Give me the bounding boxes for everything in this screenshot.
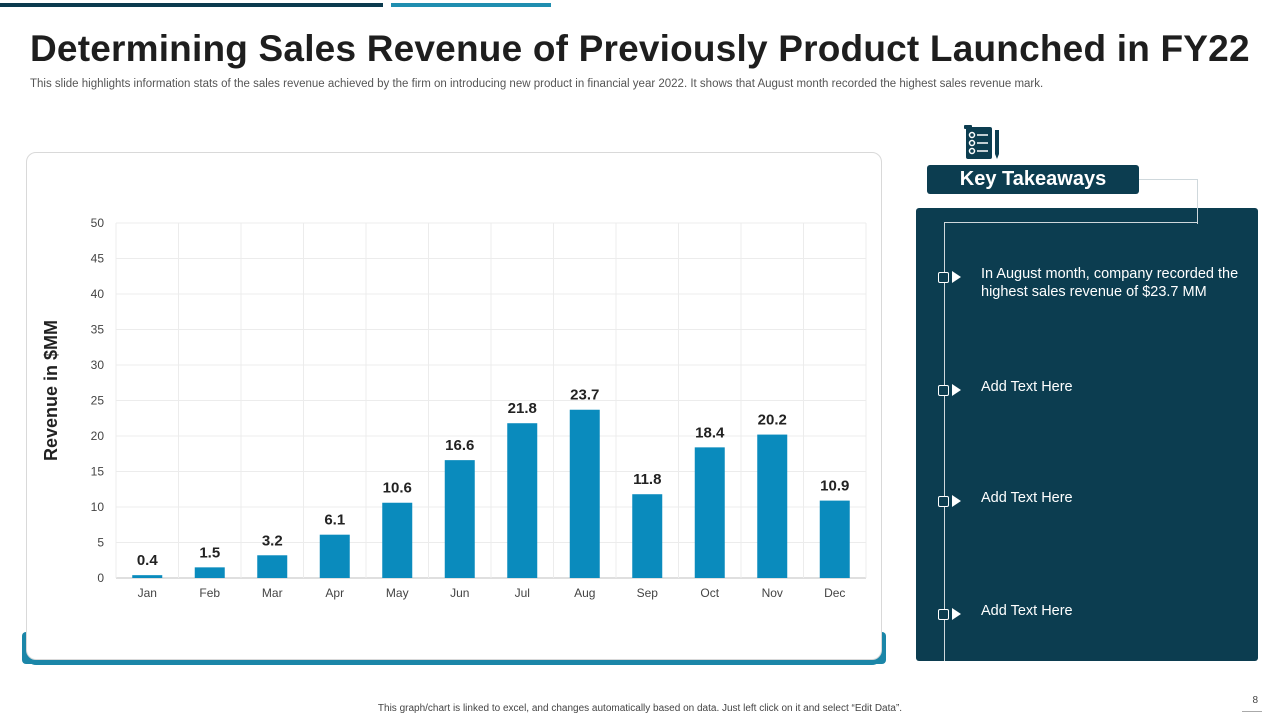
x-tick-label: Sep <box>637 586 659 600</box>
takeaways-timeline-line <box>944 222 945 661</box>
y-tick-label: 50 <box>91 216 105 230</box>
data-label: 10.9 <box>820 478 849 495</box>
y-tick-label: 25 <box>91 394 105 408</box>
y-tick-label: 45 <box>91 252 105 266</box>
bar-dec[interactable] <box>819 500 850 578</box>
x-tick-label: Aug <box>574 586 595 600</box>
data-label: 20.2 <box>758 412 787 429</box>
data-label: 11.8 <box>633 471 661 488</box>
top-accent-bar-dark <box>0 3 383 7</box>
data-label: 18.4 <box>695 424 725 441</box>
bullet-square-icon <box>938 496 949 507</box>
x-tick-label: Jan <box>138 586 157 600</box>
bar-sep[interactable] <box>632 494 663 578</box>
page-number-rule <box>1242 711 1262 712</box>
data-label: 1.5 <box>199 544 220 561</box>
takeaway-item: Add Text Here <box>938 379 1238 421</box>
data-label: 0.4 <box>137 552 159 569</box>
takeaways-header: Key Takeaways <box>927 165 1139 194</box>
bar-jan[interactable] <box>132 575 163 578</box>
footer-note: This graph/chart is linked to excel, and… <box>377 703 903 714</box>
play-arrow-icon <box>952 495 961 507</box>
y-tick-label: 30 <box>91 358 105 372</box>
data-label: 21.8 <box>508 400 537 417</box>
bar-aug[interactable] <box>569 409 600 578</box>
bar-jun[interactable] <box>444 460 475 578</box>
page-number: 8 <box>1252 695 1258 706</box>
play-arrow-icon <box>952 608 961 620</box>
bar-may[interactable] <box>382 502 413 578</box>
y-tick-label: 35 <box>91 323 105 337</box>
x-tick-label: Oct <box>700 586 719 600</box>
top-accent-bar-light <box>391 3 551 7</box>
bullet-square-icon <box>938 609 949 620</box>
x-tick-label: Dec <box>824 586 845 600</box>
x-tick-label: May <box>386 586 409 600</box>
chart-card[interactable]: 0 5 10 15 20 25 30 35 40 45 50 0.4 Jan 1.5 Feb 3.2 Mar 6.… <box>26 152 882 660</box>
data-label: 23.7 <box>570 387 599 404</box>
slide-title: Determining Sales Revenue of Previously … <box>30 28 1250 69</box>
bullet-square-icon <box>938 385 949 396</box>
x-tick-label: Nov <box>762 586 783 600</box>
takeaway-text: In August month, company recorded the hi… <box>981 266 1239 300</box>
data-label: 6.1 <box>324 512 345 529</box>
checklist-icon <box>964 125 999 159</box>
x-tick-label: Jul <box>515 586 530 600</box>
takeaways-panel <box>916 208 1258 661</box>
takeaway-item: Add Text Here <box>938 603 1238 645</box>
y-axis-label: Revenue in $MM <box>41 320 61 461</box>
takeaways-connector-line <box>1139 179 1198 224</box>
takeaway-text: Add Text Here <box>981 490 1073 506</box>
y-tick-label: 10 <box>91 500 105 514</box>
takeaway-text: Add Text Here <box>981 379 1073 395</box>
x-tick-label: Jun <box>450 586 469 600</box>
y-tick-label: 15 <box>91 465 105 479</box>
slide-subtitle: This slide highlights information stats … <box>30 78 1044 90</box>
bar-jul[interactable] <box>507 423 538 578</box>
x-tick-label: Feb <box>199 586 220 600</box>
play-arrow-icon <box>952 384 961 396</box>
data-label: 3.2 <box>262 532 283 549</box>
bullet-square-icon <box>938 272 949 283</box>
data-label: 16.6 <box>445 437 474 454</box>
bar-feb[interactable] <box>194 567 225 578</box>
bar-oct[interactable] <box>694 447 725 578</box>
takeaway-item: Add Text Here <box>938 490 1238 532</box>
takeaway-text: Add Text Here <box>981 603 1073 619</box>
y-tick-label: 40 <box>91 287 105 301</box>
takeaways-connector-line-horizontal <box>944 222 1197 223</box>
bar-mar[interactable] <box>257 555 288 578</box>
x-tick-label: Apr <box>325 586 344 600</box>
y-tick-label: 0 <box>97 571 104 585</box>
play-arrow-icon <box>952 271 961 283</box>
takeaway-item: In August month, company recorded the hi… <box>938 266 1239 308</box>
y-tick-label: 5 <box>97 536 104 550</box>
bar-nov[interactable] <box>757 434 788 578</box>
data-label: 10.6 <box>383 480 412 497</box>
revenue-bar-chart[interactable]: 0 5 10 15 20 25 30 35 40 45 50 0.4 Jan 1.5 Feb 3.2 Mar 6.… <box>27 153 883 661</box>
y-tick-label: 20 <box>91 429 105 443</box>
x-tick-label: Mar <box>262 586 283 600</box>
bar-apr[interactable] <box>319 534 350 578</box>
